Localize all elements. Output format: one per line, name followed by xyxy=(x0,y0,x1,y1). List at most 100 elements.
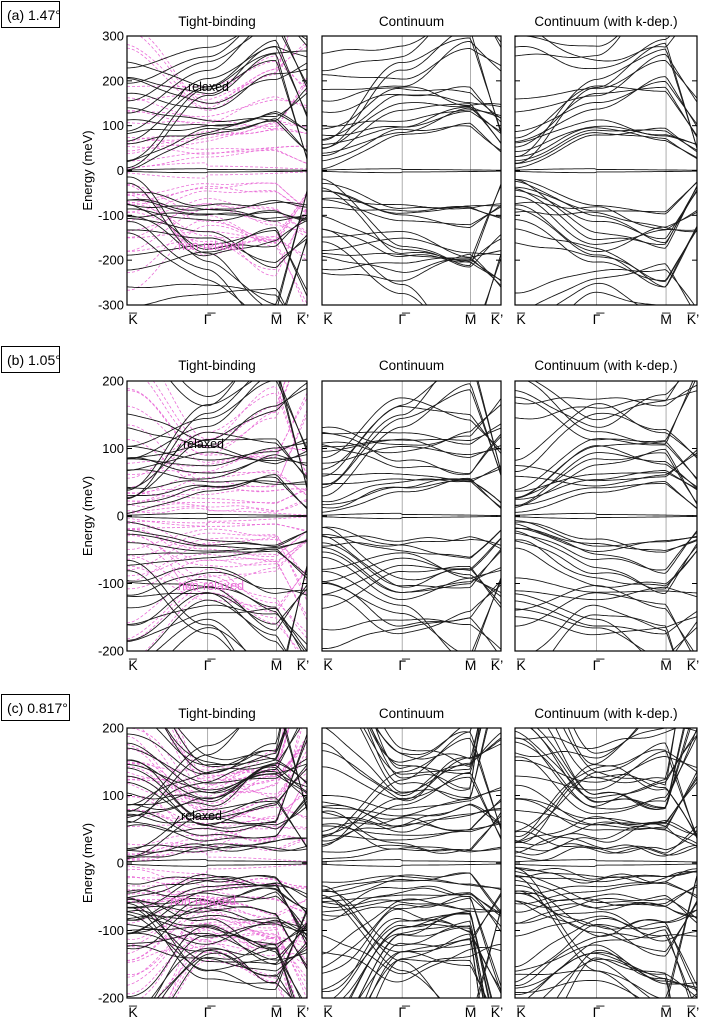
relaxed-band-line xyxy=(127,905,307,931)
k-point-label: M̅ xyxy=(271,657,283,673)
panel-label-box xyxy=(1,694,70,721)
relaxed-band-line xyxy=(127,559,307,651)
relaxed-band-line xyxy=(322,383,501,497)
relaxed-band-line xyxy=(322,546,501,593)
relaxed-band-line xyxy=(358,951,487,998)
relaxed-band-line xyxy=(322,809,501,833)
relaxed-band-line xyxy=(515,742,697,843)
relaxed-band-line xyxy=(322,48,501,80)
relaxed-band-line xyxy=(515,36,618,47)
relaxed-band-line xyxy=(515,539,697,587)
relaxed-band-line xyxy=(127,919,307,945)
nonrelaxed-band-line xyxy=(146,36,307,101)
nonrelaxed-band-line xyxy=(127,746,307,808)
nonrelaxed-band-line xyxy=(127,77,307,130)
relaxed-band-line xyxy=(515,512,697,517)
nonrelaxed-band-line xyxy=(127,585,301,651)
nonrelaxed-band-line xyxy=(127,471,307,497)
relaxed-band-line xyxy=(171,627,247,651)
relaxed-band-line xyxy=(127,438,307,499)
plot-area xyxy=(127,381,307,651)
relaxed-band-line xyxy=(127,170,307,174)
relaxed-band-line xyxy=(322,580,501,627)
nonrelaxed-band-line xyxy=(127,203,307,238)
nonrelaxed-band-line xyxy=(127,225,305,305)
relaxed-band-line xyxy=(127,53,307,169)
subplot-frame xyxy=(514,35,698,306)
nonrelaxed-band-line xyxy=(127,149,307,169)
nonrelaxed-band-line xyxy=(127,892,307,929)
relaxed-band-line xyxy=(515,441,697,499)
k-point-label: Γ̅ xyxy=(204,311,217,327)
relaxed-band-line xyxy=(322,125,501,162)
nonrelaxed-band-line xyxy=(139,36,289,105)
nonrelaxed-band-line xyxy=(140,920,295,998)
relaxed-band-line xyxy=(146,599,287,651)
nonrelaxed-band-line xyxy=(127,839,307,861)
relaxed-band-line xyxy=(515,448,697,508)
relaxed-band-line xyxy=(515,452,697,504)
relaxed-band-line xyxy=(322,789,501,817)
relaxed-band-line xyxy=(515,180,697,244)
nonrelaxed-band-line xyxy=(127,487,307,494)
relaxed-band-line xyxy=(350,923,486,998)
nonrelaxed-band-line xyxy=(127,537,307,597)
nonrelaxed-band-line xyxy=(127,36,289,111)
y-tick-label: -100 xyxy=(98,208,124,223)
relaxed-band-line xyxy=(127,36,307,114)
nonrelaxed-band-line xyxy=(127,568,307,633)
k-point-label: K̅ xyxy=(323,1004,333,1020)
relaxed-band-line xyxy=(127,566,307,594)
nonrelaxed-annotation: non-relaxed xyxy=(170,894,236,908)
relaxed-band-line xyxy=(127,592,285,651)
relaxed-band-line xyxy=(375,933,480,998)
k-point-label: M̅ xyxy=(465,657,477,673)
relaxed-band-line xyxy=(515,472,697,492)
relaxed-band-line xyxy=(127,444,307,465)
relaxed-band-line xyxy=(322,875,501,889)
relaxed-band-line xyxy=(515,980,641,998)
k-point-label: Γ̅ xyxy=(398,1004,411,1020)
relaxed-band-line xyxy=(515,36,621,58)
plot-area xyxy=(322,381,501,651)
plot-area xyxy=(322,36,501,305)
relaxed-band-line xyxy=(322,36,501,54)
y-tick-label: 100 xyxy=(102,788,124,803)
nonrelaxed-band-line xyxy=(127,123,307,145)
relaxed-band-line xyxy=(515,530,697,595)
relaxed-band-line xyxy=(322,252,501,281)
subplot-title: Continuum xyxy=(379,14,444,29)
k-point-label: K̅ xyxy=(128,657,138,673)
relaxed-band-line xyxy=(127,182,307,305)
nonrelaxed-band-line xyxy=(162,929,290,998)
relaxed-band-line xyxy=(515,774,697,844)
y-axis-label: Energy (meV) xyxy=(80,130,95,210)
relaxed-band-line xyxy=(322,397,501,459)
k-point-label: K̅’ xyxy=(686,311,699,327)
relaxed-band-line xyxy=(322,86,501,141)
panel-label: (a) 1.47° xyxy=(7,7,61,23)
relaxed-band-line xyxy=(515,170,697,174)
relaxed-band-line xyxy=(322,182,501,210)
relaxed-band-line xyxy=(527,929,690,998)
relaxed-band-line xyxy=(127,795,307,839)
k-point-label: K̅’ xyxy=(686,1004,699,1020)
relaxed-band-line xyxy=(515,875,697,998)
plot-area xyxy=(127,36,307,305)
nonrelaxed-band-line xyxy=(127,99,307,118)
relaxed-band-line xyxy=(322,885,501,927)
relaxed-band-line xyxy=(322,215,501,268)
relaxed-band-line xyxy=(127,800,307,830)
relaxed-band-line xyxy=(127,874,307,914)
relaxed-band-line xyxy=(515,132,697,165)
relaxed-band-line xyxy=(515,728,679,750)
relaxed-band-line xyxy=(322,872,501,914)
relaxed-band-line xyxy=(541,36,676,62)
nonrelaxed-band-line xyxy=(127,825,307,852)
relaxed-band-line xyxy=(515,882,697,897)
relaxed-band-line xyxy=(515,871,697,884)
relaxed-band-line xyxy=(322,880,501,892)
relaxed-band-line xyxy=(322,527,501,581)
relaxed-band-line xyxy=(322,536,501,550)
relaxed-band-line xyxy=(127,474,307,514)
